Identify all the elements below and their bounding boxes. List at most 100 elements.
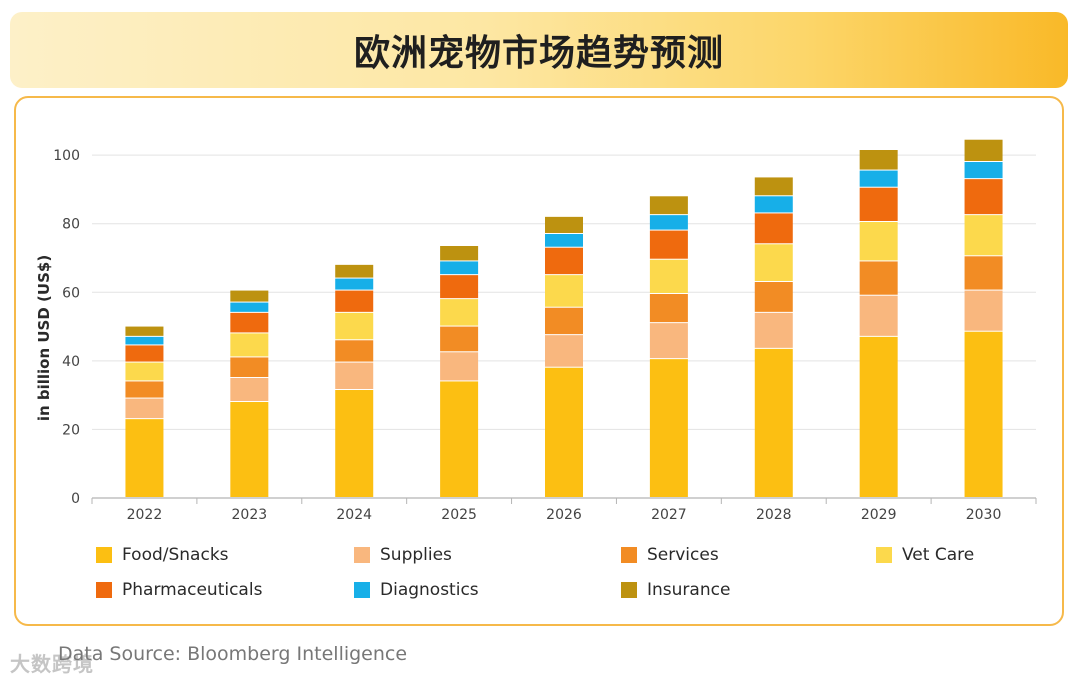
legend-swatch	[96, 547, 112, 563]
bar-segment-diagnostics-2023	[230, 302, 269, 312]
bar-segment-services-2024	[335, 340, 374, 362]
bar-segment-pharmaceuticals-2027	[649, 230, 688, 259]
bar-segment-insurance-2030	[964, 139, 1003, 161]
chart-legend: Food/Snacks Supplies Services Vet Care Pharm…	[96, 545, 996, 625]
page-title: 欧洲宠物市场趋势预测	[353, 33, 724, 74]
bar-segment-supplies-2026	[545, 335, 583, 367]
bar-segment-insurance-2029	[859, 150, 898, 170]
data-source-note: Data Source: Bloomberg Intelligence	[58, 643, 408, 665]
bar-segment-diagnostics-2027	[649, 215, 688, 230]
bar-segment-vet-care-2025	[440, 299, 479, 326]
bar-segment-pharmaceuticals-2026	[545, 247, 583, 275]
legend-label: Services	[647, 545, 719, 565]
legend-label: Supplies	[380, 545, 452, 565]
x-tick-label: 2022	[127, 507, 163, 523]
legend-swatch	[354, 547, 370, 563]
bar-segment-pharmaceuticals-2030	[964, 179, 1003, 215]
bar-segment-pharmaceuticals-2025	[440, 275, 479, 299]
legend-item: Pharmaceuticals	[96, 580, 262, 600]
bar-segment-diagnostics-2024	[335, 278, 374, 290]
watermark: 大数跨境	[10, 652, 94, 676]
bar-segment-vet-care-2028	[754, 244, 793, 281]
bar-segment-services-2022	[125, 381, 164, 398]
legend-swatch	[621, 582, 637, 598]
bar-segment-insurance-2024	[335, 264, 374, 278]
bar-segment-food-snacks-2024	[335, 390, 374, 497]
bar-segment-food-snacks-2025	[440, 381, 479, 497]
bar-segment-supplies-2025	[440, 352, 479, 381]
bar-segment-vet-care-2024	[335, 312, 374, 340]
bar-segment-insurance-2023	[230, 290, 269, 302]
bar-segment-pharmaceuticals-2023	[230, 312, 269, 333]
bar-segment-supplies-2022	[125, 398, 164, 419]
legend-swatch	[876, 547, 892, 563]
bar-segment-supplies-2030	[964, 290, 1003, 331]
bar-segment-supplies-2024	[335, 362, 374, 389]
bar-segment-food-snacks-2029	[859, 336, 898, 497]
bar-segment-pharmaceuticals-2024	[335, 290, 374, 312]
bar-segment-diagnostics-2022	[125, 336, 164, 345]
bar-segment-services-2026	[545, 307, 583, 335]
bar-segment-pharmaceuticals-2028	[754, 213, 793, 244]
bar-segment-supplies-2027	[649, 323, 688, 359]
x-tick-label: 2029	[861, 507, 897, 523]
y-axis-title: in billion USD (US$)	[35, 255, 53, 421]
bar-segment-vet-care-2026	[545, 275, 583, 307]
x-tick-label: 2023	[232, 507, 268, 523]
legend-item: Services	[621, 545, 719, 565]
bar-segment-services-2030	[964, 256, 1003, 290]
bar-segment-services-2025	[440, 326, 479, 352]
legend-item: Insurance	[621, 580, 730, 600]
x-tick-label: 2027	[651, 507, 687, 523]
bar-segment-diagnostics-2028	[754, 196, 793, 213]
legend-item: Vet Care	[876, 545, 974, 565]
legend-label: Insurance	[647, 580, 731, 600]
bar-segment-vet-care-2022	[125, 362, 164, 381]
x-tick-label: 2024	[336, 507, 372, 523]
legend-item: Supplies	[354, 545, 452, 565]
legend-swatch	[96, 582, 112, 598]
bar-segment-pharmaceuticals-2029	[859, 187, 898, 221]
bar-segment-insurance-2025	[440, 246, 479, 261]
bar-segment-supplies-2028	[754, 312, 793, 348]
bar-segment-pharmaceuticals-2022	[125, 345, 164, 362]
legend-label: Pharmaceuticals	[122, 580, 263, 600]
bar-segment-vet-care-2027	[649, 259, 688, 293]
bar-segment-insurance-2027	[649, 196, 688, 215]
bar-segment-food-snacks-2023	[230, 402, 269, 497]
x-tick-label: 2026	[546, 507, 582, 523]
y-tick-label: 80	[62, 217, 80, 233]
bar-segment-vet-care-2023	[230, 333, 269, 357]
bar-segment-services-2029	[859, 261, 898, 295]
legend-swatch	[354, 582, 370, 598]
y-tick-label: 40	[62, 354, 80, 370]
bar-segment-diagnostics-2025	[440, 261, 479, 275]
bar-segment-services-2027	[649, 294, 688, 323]
x-tick-label: 2028	[756, 507, 792, 523]
bar-segment-food-snacks-2030	[964, 331, 1003, 497]
bar-segment-food-snacks-2028	[754, 348, 793, 497]
bar-segment-food-snacks-2026	[545, 367, 583, 497]
bar-segment-insurance-2028	[754, 177, 793, 196]
bar-segment-insurance-2022	[125, 326, 164, 336]
bar-segment-diagnostics-2029	[859, 170, 898, 187]
legend-item: Diagnostics	[354, 580, 479, 600]
y-tick-label: 60	[62, 285, 80, 301]
y-tick-label: 20	[62, 422, 80, 438]
bar-segment-supplies-2029	[859, 295, 898, 336]
y-tick-label: 0	[71, 491, 80, 507]
y-tick-label: 100	[53, 148, 80, 164]
legend-item: Food/Snacks	[96, 545, 229, 565]
bar-segment-vet-care-2030	[964, 215, 1003, 256]
x-tick-label: 2025	[441, 507, 477, 523]
bar-segment-vet-care-2029	[859, 222, 898, 261]
x-tick-label: 2030	[966, 507, 1002, 523]
bar-segment-diagnostics-2030	[964, 162, 1003, 179]
title-banner: 欧洲宠物市场趋势预测	[10, 12, 1068, 88]
bar-segment-services-2028	[754, 282, 793, 312]
legend-swatch	[621, 547, 637, 563]
bar-segment-services-2023	[230, 357, 269, 377]
bar-segment-food-snacks-2022	[125, 419, 164, 497]
legend-label: Diagnostics	[380, 580, 479, 600]
